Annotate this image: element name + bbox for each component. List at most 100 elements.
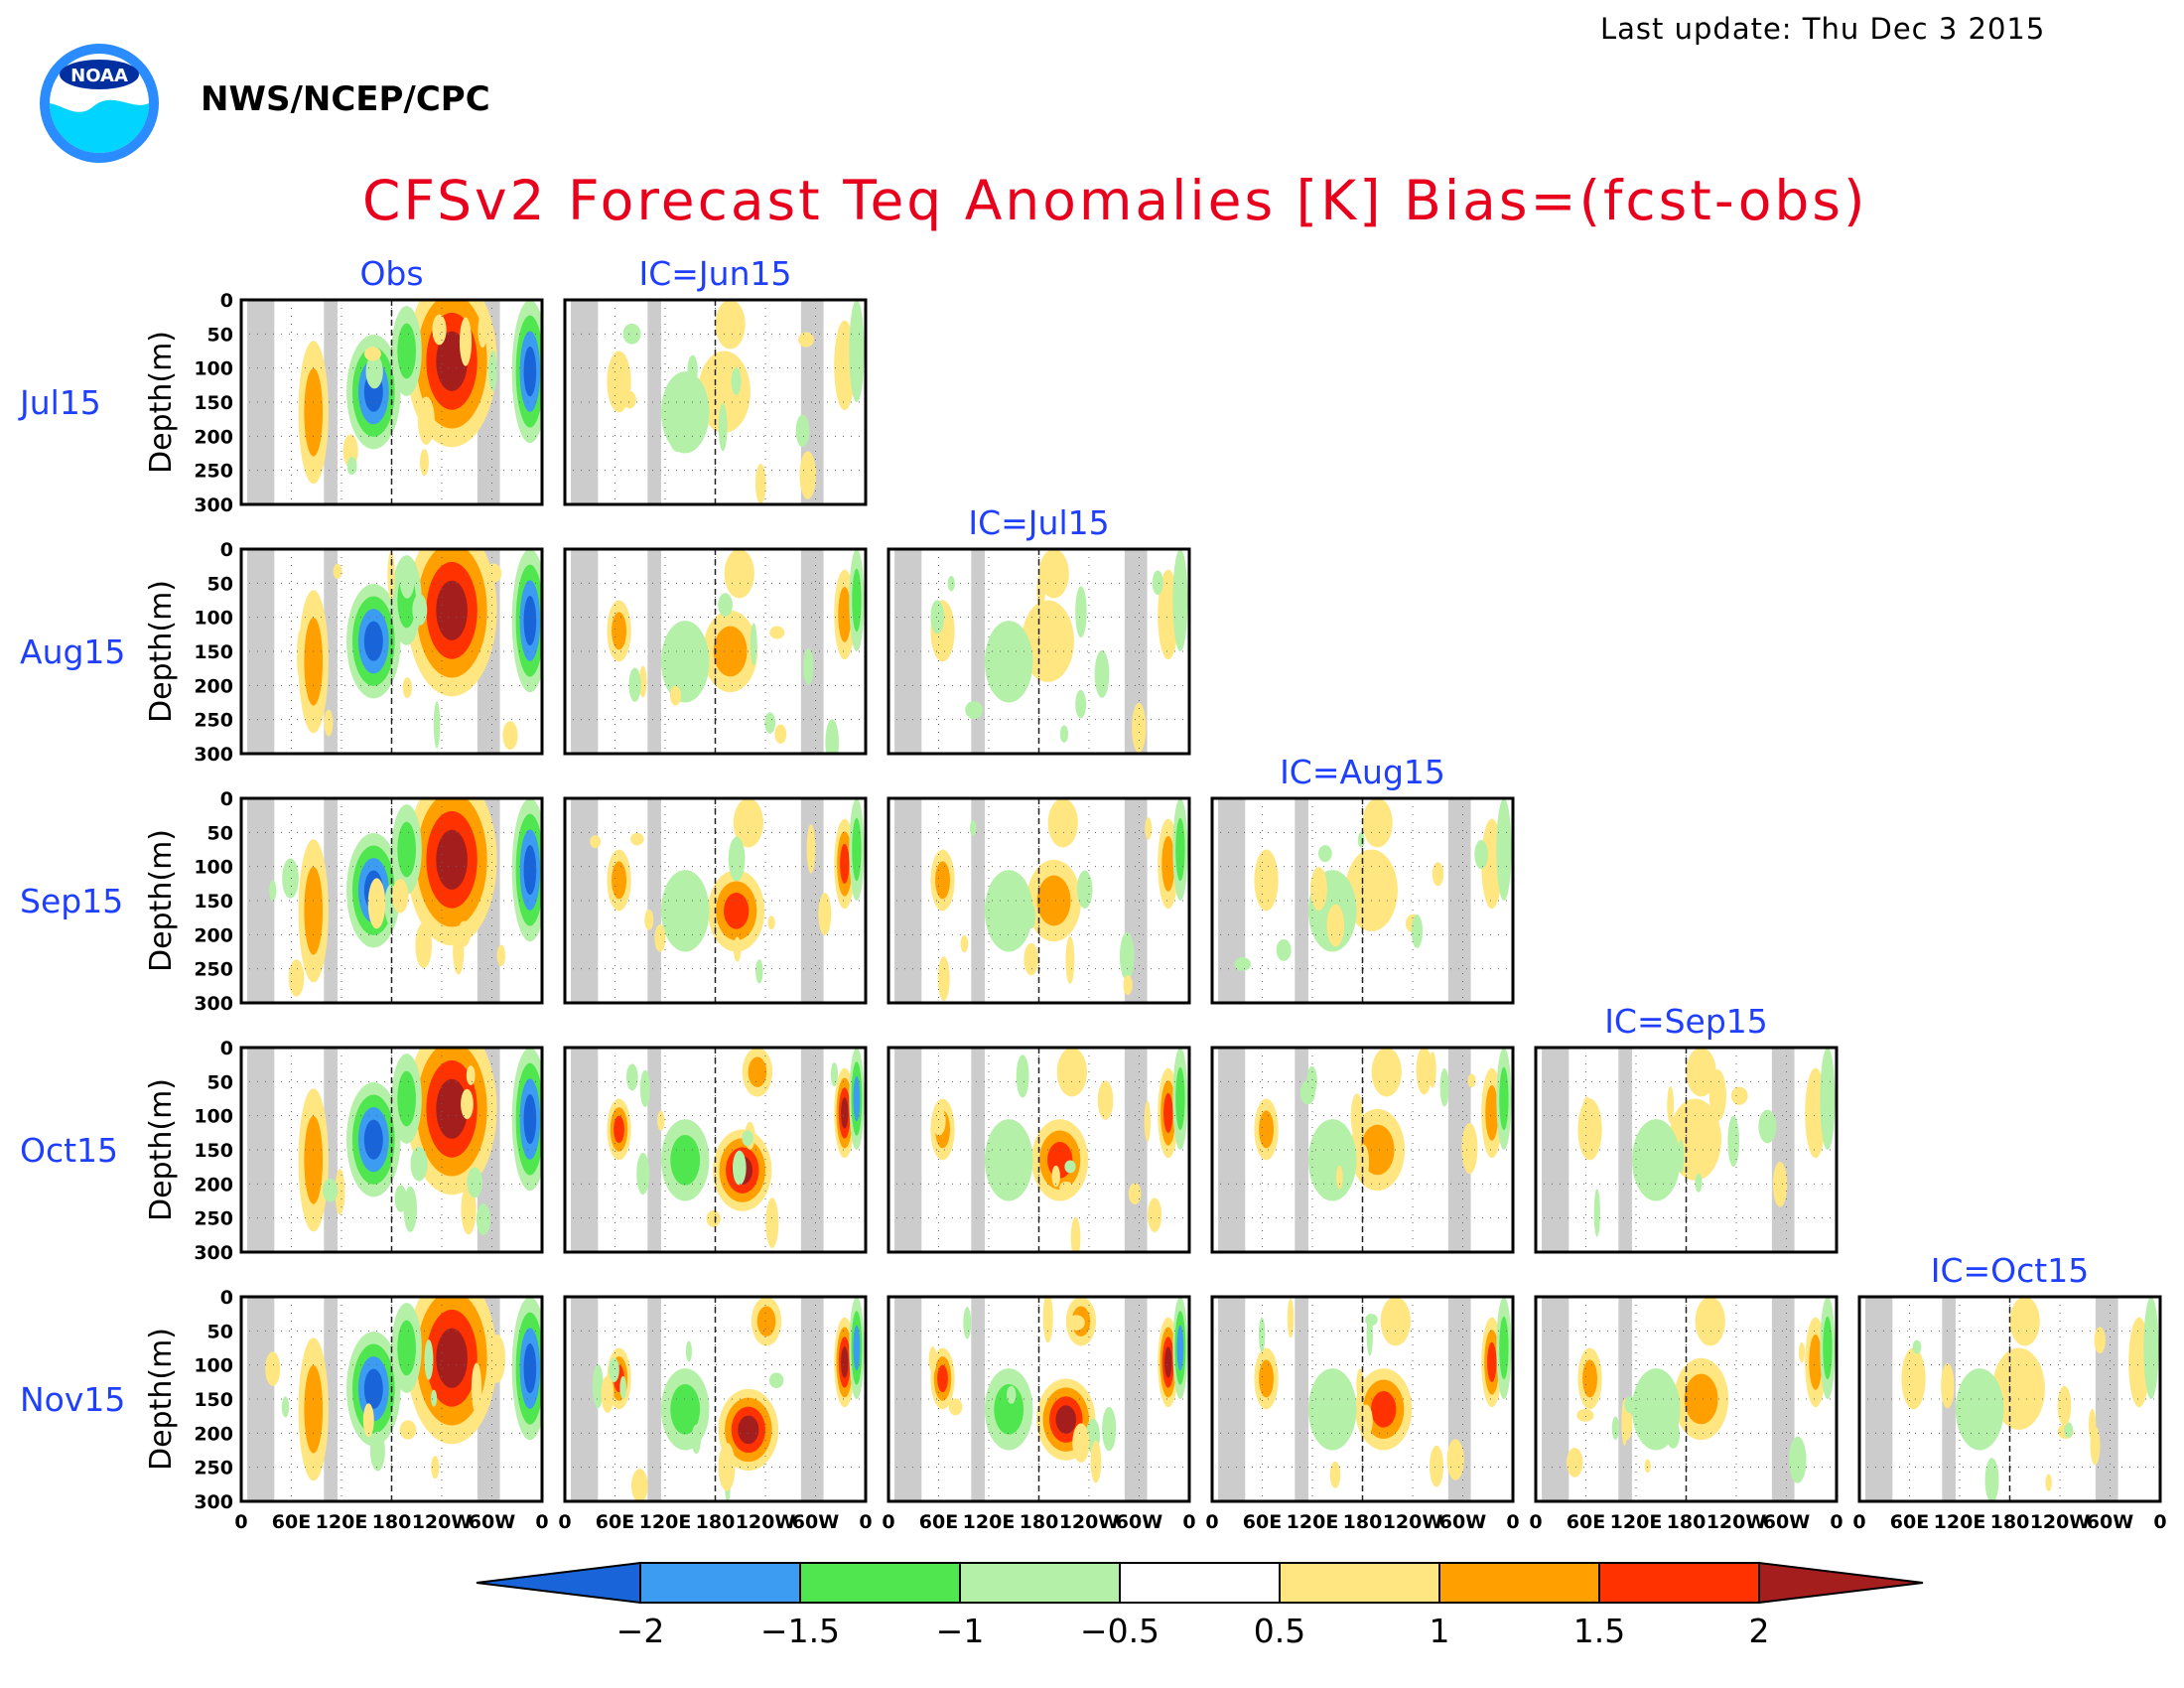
colorbar-tick-label: 0.5	[1254, 1612, 1305, 1650]
anomaly-patch	[265, 1351, 281, 1386]
anomaly-patch	[755, 959, 763, 984]
anomaly-contour	[1047, 798, 1078, 848]
anomaly-patch	[1128, 1183, 1142, 1205]
anomaly-patch	[1429, 1445, 1444, 1487]
y-tick-label: 150	[194, 1389, 233, 1411]
panel-frame	[1534, 1295, 1839, 1503]
anomaly-patch	[1276, 938, 1292, 961]
y-tick-label: 0	[220, 290, 233, 312]
anomaly-contour	[1992, 1347, 2045, 1430]
anomaly-contour	[1496, 798, 1512, 901]
panel-frame	[1857, 1295, 2162, 1503]
anomaly-contour	[1254, 849, 1279, 912]
x-tick-label: 0	[859, 1511, 872, 1533]
anomaly-contour	[1686, 1048, 1716, 1097]
anomaly-contour	[715, 300, 746, 350]
y-tick-label: 300	[194, 1242, 233, 1264]
anomaly-patch	[628, 667, 641, 702]
anomaly-patch	[1059, 1181, 1074, 1196]
anomaly-patch	[1772, 1161, 1788, 1207]
y-tick-label: 150	[194, 392, 233, 414]
anomaly-patch	[754, 463, 766, 504]
anomaly-patch	[496, 944, 506, 967]
anomaly-patch	[932, 1106, 946, 1136]
panel-r2-c2	[887, 796, 1191, 1005]
land-mask	[800, 1048, 824, 1252]
anomaly-contour	[1163, 1092, 1173, 1134]
anomaly-contour	[304, 617, 324, 706]
x-tick-label: 0	[1205, 1511, 1218, 1533]
anomaly-patch	[765, 1197, 779, 1248]
column-title: IC=Jun15	[639, 254, 792, 293]
anomaly-patch	[2057, 1385, 2072, 1426]
land-mask	[1295, 1297, 1308, 1501]
panel-r4-c4	[1534, 1295, 1839, 1503]
anomaly-contour	[1631, 1119, 1681, 1201]
land-mask	[647, 798, 661, 1003]
x-tick-label: 0	[1506, 1511, 1519, 1533]
land-mask	[247, 1297, 275, 1501]
anomaly-contour	[1172, 549, 1188, 651]
anomaly-patch	[1666, 1420, 1681, 1449]
y-tick-label: 50	[207, 573, 233, 595]
anomaly-patch	[412, 594, 428, 626]
anomaly-patch	[728, 836, 746, 882]
anomaly-patch	[718, 402, 728, 452]
anomaly-patch	[419, 449, 429, 477]
anomaly-contour	[1684, 1373, 1718, 1425]
x-tick-label: 120W	[1383, 1511, 1443, 1533]
panel-frame	[563, 1046, 868, 1254]
panel-r3-c0	[239, 1046, 544, 1254]
anomaly-patch	[402, 677, 412, 699]
anomaly-patch	[718, 1442, 736, 1491]
anomaly-patch	[639, 1069, 650, 1107]
anomaly-patch	[963, 1307, 972, 1339]
anomaly-patch	[1941, 1362, 1955, 1409]
anomaly-patch	[424, 1339, 434, 1380]
anomaly-patch	[1411, 914, 1424, 948]
y-tick-label: 250	[194, 959, 233, 981]
anomaly-contour	[1175, 817, 1185, 882]
anomaly-patch	[269, 880, 277, 902]
anomaly-contour	[984, 621, 1033, 703]
x-tick-label: 60E	[596, 1511, 634, 1533]
panel-frame	[887, 796, 1191, 1005]
anomaly-patch	[1357, 832, 1365, 848]
anomaly-patch	[1070, 1216, 1081, 1252]
anomaly-contour	[1809, 1335, 1823, 1390]
anomaly-patch	[365, 354, 383, 389]
colorbar-tick-label: 2	[1749, 1612, 1770, 1650]
anomaly-patch	[417, 396, 435, 445]
land-mask	[971, 549, 985, 754]
anomaly-contour	[363, 621, 383, 661]
x-tick-label: 0	[882, 1511, 894, 1533]
anomaly-contour	[1499, 1066, 1509, 1131]
anomaly-patch	[335, 1169, 345, 1215]
anomaly-patch	[803, 648, 814, 685]
anomaly-contour	[841, 1346, 849, 1378]
anomaly-contour	[436, 1078, 468, 1139]
x-tick-label: 120E	[1287, 1511, 1339, 1533]
anomaly-patch	[431, 1389, 438, 1407]
anomaly-contour	[397, 1070, 416, 1127]
anomaly-patch	[324, 709, 334, 737]
anomaly-patch	[1708, 1069, 1726, 1122]
land-mask	[571, 798, 599, 1003]
anomaly-patch	[502, 721, 518, 751]
anomaly-contour	[935, 861, 950, 900]
column-title: IC=Oct15	[1931, 1251, 2089, 1290]
anomaly-patch	[1024, 942, 1039, 976]
noaa-logo: NOAA	[40, 44, 159, 163]
anomaly-patch	[731, 367, 742, 395]
anomaly-contour	[1955, 1368, 2004, 1451]
anomaly-patch	[488, 350, 497, 391]
x-tick-label: 180	[1990, 1511, 2030, 1533]
panel-r3-c4	[1534, 1046, 1839, 1254]
anomaly-patch	[1065, 935, 1075, 985]
anomaly-patch	[367, 878, 386, 929]
anomaly-patch	[657, 1110, 665, 1131]
anomaly-patch	[1386, 1313, 1397, 1344]
anomaly-patch	[2090, 1426, 2101, 1466]
anomaly-patch	[764, 712, 776, 734]
anomaly-contour	[397, 821, 416, 878]
